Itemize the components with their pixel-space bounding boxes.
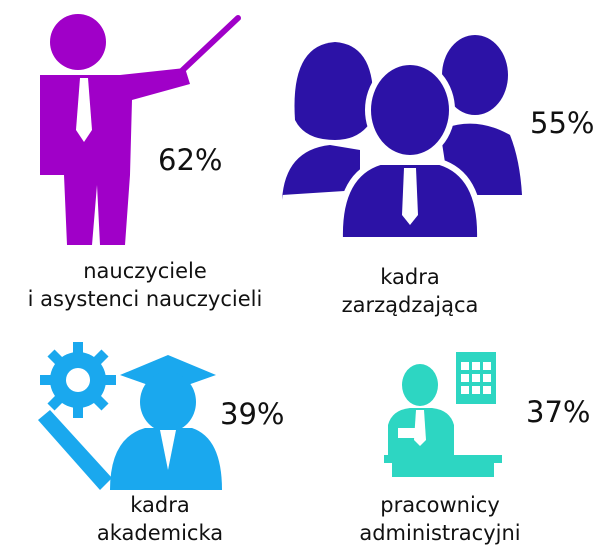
label: administracyjni: [359, 521, 520, 545]
label: zarządzająca: [342, 293, 479, 317]
percent: 62%: [158, 143, 222, 177]
label: akademicka: [97, 521, 223, 545]
admin-icon: [384, 352, 502, 477]
percent: 39%: [220, 397, 284, 431]
percent: 37%: [526, 395, 590, 429]
label: kadra: [380, 265, 440, 289]
management-icon: [282, 35, 522, 243]
label: nauczyciele: [83, 259, 207, 283]
percent: 55%: [530, 106, 594, 140]
label: kadra: [130, 493, 190, 517]
teacher-icon: [40, 14, 241, 245]
label: pracownicy: [380, 493, 500, 517]
label: i asystenci nauczycieli: [28, 287, 263, 311]
academic-icon: [38, 342, 222, 490]
